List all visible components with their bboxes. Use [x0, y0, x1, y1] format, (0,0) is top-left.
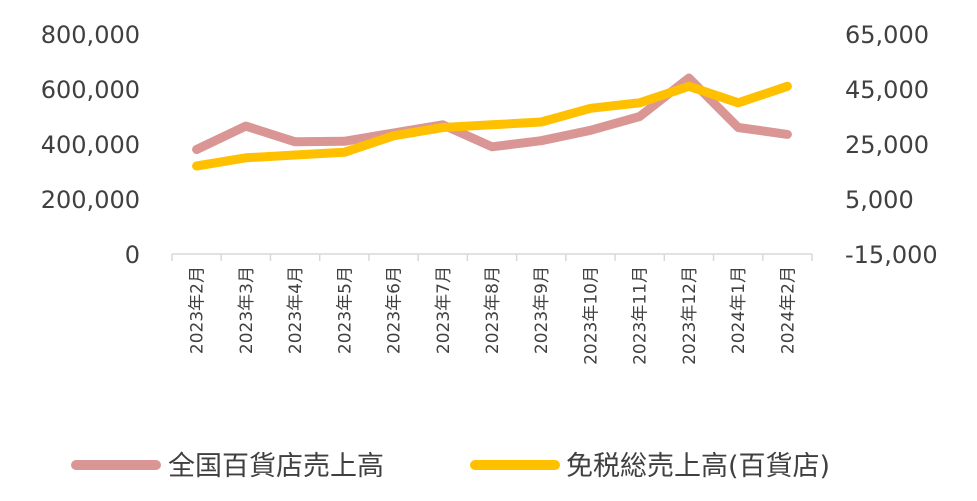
- left-y-tick-label: 200,000: [41, 186, 140, 214]
- x-tick-label: 2023年5月: [335, 266, 355, 354]
- legend: 全国百貨店売上高 免税総売上高(百貨店): [71, 451, 830, 482]
- x-axis-tickmarks: [171, 254, 813, 261]
- x-tick-label: 2023年2月: [188, 266, 208, 354]
- left-y-axis-ticks: 0 200,000 400,000 600,000 800,000: [41, 21, 140, 269]
- x-tick-label: 2023年12月: [680, 266, 700, 365]
- series-lines: [192, 73, 792, 171]
- x-tick-label: 2024年1月: [729, 266, 749, 354]
- x-axis-labels: 2023年2月 2023年3月 2023年4月 2023年5月 2023年6月 2023年…: [188, 266, 799, 365]
- left-y-tick-label: 600,000: [41, 76, 140, 104]
- series-line-dept-store-sales: [192, 73, 792, 154]
- series-line-tax-free-sales: [192, 81, 792, 171]
- x-tick-label: 2024年2月: [778, 266, 798, 354]
- right-y-axis-ticks: -15,000 5,000 25,000 45,000 65,000: [845, 21, 938, 269]
- right-y-tick-label: 5,000: [845, 186, 914, 214]
- x-tick-label: 2023年4月: [286, 266, 306, 354]
- right-y-tick-label: 25,000: [845, 131, 929, 159]
- x-tick-label: 2023年11月: [631, 266, 651, 365]
- x-tick-label: 2023年3月: [237, 266, 257, 354]
- left-y-tick-label: 0: [125, 241, 140, 269]
- legend-label-dept-store-sales: 全国百貨店売上高: [168, 451, 384, 482]
- left-y-tick-label: 400,000: [41, 131, 140, 159]
- x-tick-label: 2023年7月: [434, 266, 454, 354]
- x-tick-label: 2023年6月: [385, 266, 405, 354]
- legend-label-tax-free-sales: 免税総売上高(百貨店): [566, 451, 830, 482]
- right-y-tick-label: 45,000: [845, 76, 929, 104]
- right-y-tick-label: 65,000: [845, 21, 929, 49]
- left-y-tick-label: 800,000: [41, 21, 140, 49]
- x-tick-label: 2023年8月: [483, 266, 503, 354]
- right-y-tick-label: -15,000: [845, 241, 938, 269]
- x-tick-label: 2023年9月: [532, 266, 552, 354]
- x-tick-label: 2023年10月: [581, 266, 601, 365]
